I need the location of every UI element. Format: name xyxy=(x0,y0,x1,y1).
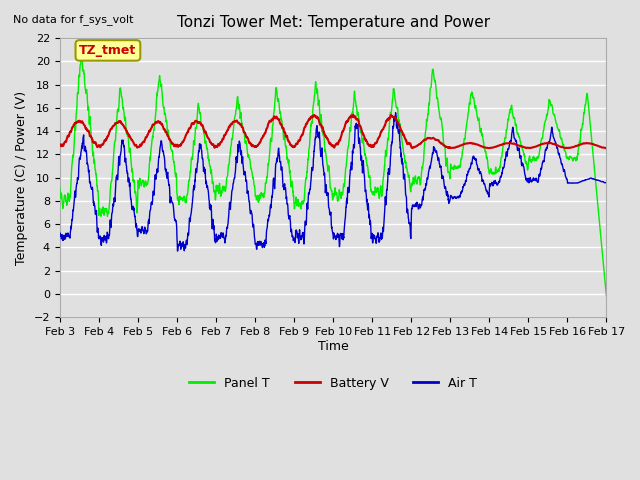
Title: Tonzi Tower Met: Temperature and Power: Tonzi Tower Met: Temperature and Power xyxy=(177,15,490,30)
Y-axis label: Temperature (C) / Power (V): Temperature (C) / Power (V) xyxy=(15,91,28,264)
Legend: Panel T, Battery V, Air T: Panel T, Battery V, Air T xyxy=(184,372,483,395)
X-axis label: Time: Time xyxy=(317,340,348,353)
Text: No data for f_sys_volt: No data for f_sys_volt xyxy=(13,14,133,25)
Text: TZ_tmet: TZ_tmet xyxy=(79,44,136,57)
